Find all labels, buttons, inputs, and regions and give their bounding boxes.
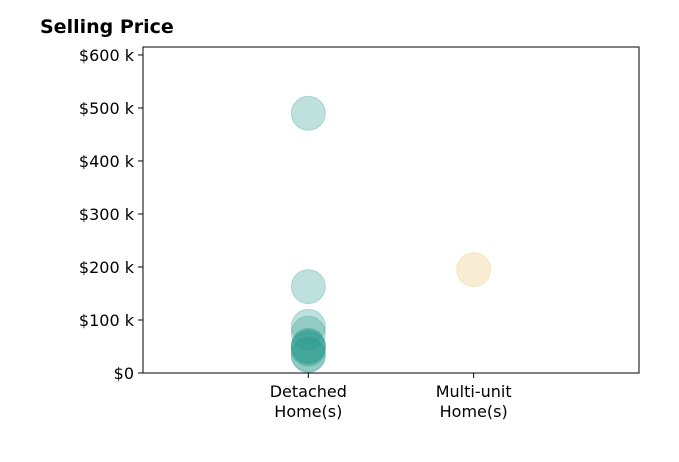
- y-tick-label: $600 k: [79, 46, 135, 65]
- plot-marks: [290, 95, 492, 374]
- data-point: [456, 252, 492, 288]
- data-point: [290, 315, 326, 351]
- y-tick-label: $0: [114, 364, 134, 383]
- x-tick-label: Detached Home(s): [270, 382, 347, 421]
- data-point: [290, 338, 326, 374]
- data-point: [290, 331, 326, 367]
- chart-title: Selling Price: [40, 16, 174, 38]
- y-tick-label: $200 k: [79, 258, 135, 277]
- y-axis: $0 $100 k $200 k $300 k $400 k $500 k $600 k: [79, 46, 143, 383]
- x-axis: Detached Home(s) Multi-unit Home(s): [270, 373, 512, 421]
- data-point: [290, 95, 326, 131]
- y-tick-label: $500 k: [79, 99, 135, 118]
- y-tick-label: $400 k: [79, 152, 135, 171]
- data-point: [290, 269, 326, 305]
- y-tick-label: $100 k: [79, 311, 135, 330]
- x-tick-label: Multi-unit Home(s): [436, 382, 512, 421]
- data-point: [290, 330, 326, 366]
- data-point: [290, 327, 326, 363]
- data-point: [290, 336, 326, 372]
- plot-area-frame: [142, 46, 640, 374]
- data-point: [290, 328, 326, 364]
- y-tick-label: $300 k: [79, 205, 135, 224]
- data-point: [290, 308, 326, 344]
